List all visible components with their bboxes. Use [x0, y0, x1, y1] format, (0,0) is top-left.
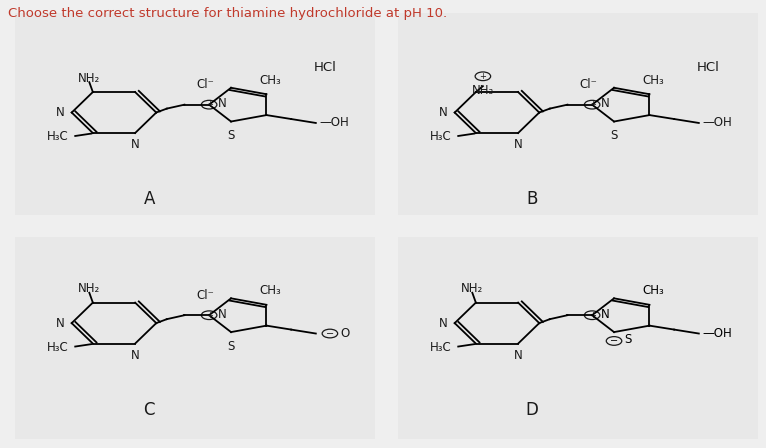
Text: N: N: [218, 97, 227, 110]
Text: Choose the correct structure for thiamine hydrochloride at pH 10.: Choose the correct structure for thiamin…: [8, 7, 447, 20]
Text: H₃C: H₃C: [430, 130, 451, 143]
Text: D: D: [525, 401, 538, 419]
Text: −: −: [326, 328, 334, 339]
Text: −: −: [610, 336, 618, 346]
Text: CH₃: CH₃: [259, 74, 281, 87]
Text: +: +: [206, 100, 212, 109]
Text: +: +: [206, 311, 212, 320]
Text: B: B: [526, 190, 538, 208]
Text: N: N: [439, 317, 447, 330]
Text: CH₃: CH₃: [642, 284, 664, 297]
Text: NH₃: NH₃: [472, 84, 494, 97]
Text: N: N: [218, 308, 227, 321]
Text: —OH: —OH: [702, 327, 732, 340]
Text: NH₂: NH₂: [461, 282, 483, 295]
Text: Cl⁻: Cl⁻: [580, 78, 597, 91]
Text: Cl⁻: Cl⁻: [197, 289, 214, 302]
Text: N: N: [131, 138, 139, 151]
Text: NH₂: NH₂: [78, 72, 100, 85]
Text: +: +: [480, 72, 486, 81]
Text: +: +: [589, 100, 595, 109]
Text: H₃C: H₃C: [430, 341, 451, 354]
Text: Cl⁻: Cl⁻: [197, 78, 214, 91]
Text: N: N: [56, 317, 64, 330]
Text: +: +: [589, 311, 595, 320]
Text: HCl: HCl: [697, 60, 720, 74]
Text: N: N: [514, 138, 522, 151]
Text: HCl: HCl: [314, 60, 337, 74]
Text: S: S: [228, 340, 234, 353]
Text: S: S: [228, 129, 234, 142]
Text: N: N: [601, 308, 610, 321]
Text: N: N: [514, 349, 522, 362]
Text: N: N: [131, 349, 139, 362]
Text: CH₃: CH₃: [259, 284, 281, 297]
Text: C: C: [143, 401, 155, 419]
Text: A: A: [143, 190, 155, 208]
Text: —OH: —OH: [702, 116, 732, 129]
Text: S: S: [624, 333, 632, 346]
Text: N: N: [439, 106, 447, 119]
Text: CH₃: CH₃: [642, 74, 664, 87]
Text: —OH: —OH: [319, 116, 349, 129]
Text: N: N: [601, 97, 610, 110]
Text: O: O: [340, 327, 350, 340]
Text: S: S: [611, 129, 617, 142]
Text: H₃C: H₃C: [47, 130, 68, 143]
Text: H₃C: H₃C: [47, 341, 68, 354]
Text: NH₂: NH₂: [78, 282, 100, 295]
Text: N: N: [56, 106, 64, 119]
